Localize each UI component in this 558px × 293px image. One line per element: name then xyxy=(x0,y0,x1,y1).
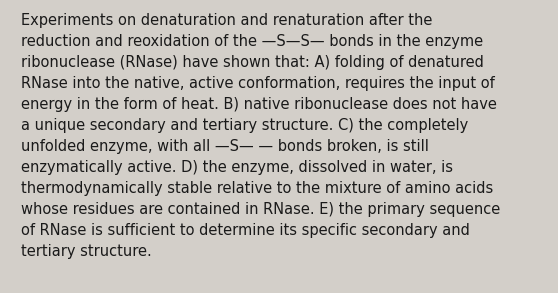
Text: Experiments on denaturation and renaturation after the
reduction and reoxidation: Experiments on denaturation and renatura… xyxy=(21,13,501,259)
